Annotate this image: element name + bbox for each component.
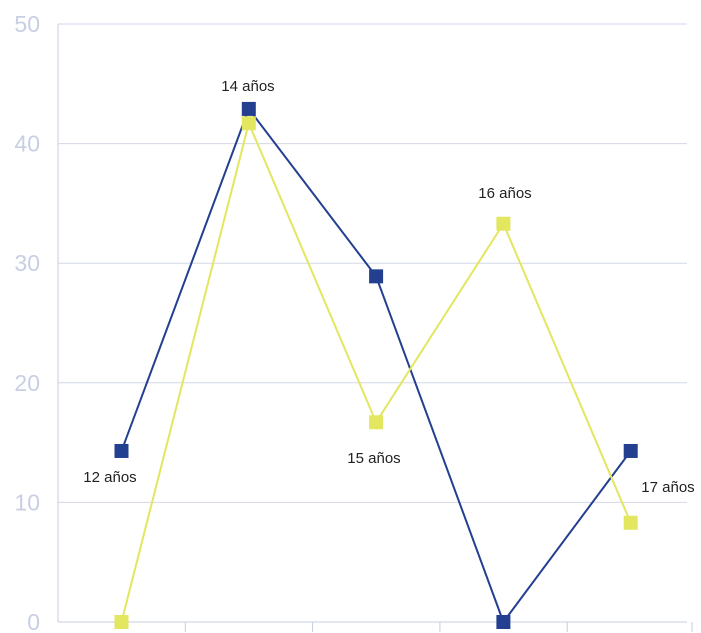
data-point-marker bbox=[369, 415, 384, 430]
y-tick-label: 0 bbox=[27, 609, 40, 633]
data-label: 12 años bbox=[83, 469, 136, 486]
data-point-marker bbox=[369, 269, 384, 284]
y-tick-label: 30 bbox=[14, 250, 40, 276]
data-label: 17 años bbox=[641, 479, 694, 496]
series-line bbox=[120, 122, 632, 623]
data-label: 15 años bbox=[347, 450, 400, 467]
data-point-marker bbox=[496, 615, 511, 629]
data-point-marker bbox=[496, 216, 511, 231]
y-tick-label: 50 bbox=[14, 11, 40, 37]
data-point-marker bbox=[623, 515, 638, 530]
y-tick-label: 10 bbox=[14, 489, 40, 515]
axes bbox=[57, 24, 693, 632]
series-line bbox=[120, 107, 632, 623]
y-tick-label: 40 bbox=[14, 131, 40, 157]
y-tick-labels: 0 10 20 30 40 50 bbox=[14, 11, 40, 633]
data-point-marker bbox=[623, 443, 638, 458]
series-group bbox=[114, 101, 638, 629]
data-point-marker bbox=[241, 116, 256, 131]
y-tick-label: 20 bbox=[14, 370, 40, 396]
data-point-marker bbox=[241, 101, 256, 116]
data-label: 14 años bbox=[221, 78, 274, 95]
data-label: 16 años bbox=[478, 185, 531, 202]
data-point-marker bbox=[114, 615, 129, 629]
data-point-marker bbox=[114, 443, 129, 458]
grid-lines bbox=[58, 23, 687, 503]
data-labels: 12 años 14 años 15 años 16 años 17 años bbox=[83, 78, 694, 496]
